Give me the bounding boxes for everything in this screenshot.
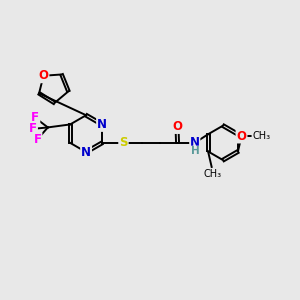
Text: O: O	[38, 69, 49, 82]
Text: N: N	[190, 136, 200, 149]
Text: N: N	[97, 118, 107, 131]
Text: F: F	[32, 111, 39, 124]
Text: F: F	[29, 122, 37, 135]
Text: O: O	[236, 130, 247, 142]
Text: CH₃: CH₃	[252, 131, 270, 141]
Text: CH₃: CH₃	[203, 169, 222, 179]
Text: O: O	[172, 120, 182, 133]
Text: S: S	[119, 136, 128, 149]
Text: F: F	[33, 133, 41, 146]
Text: H: H	[191, 146, 200, 156]
Text: N: N	[81, 146, 91, 159]
